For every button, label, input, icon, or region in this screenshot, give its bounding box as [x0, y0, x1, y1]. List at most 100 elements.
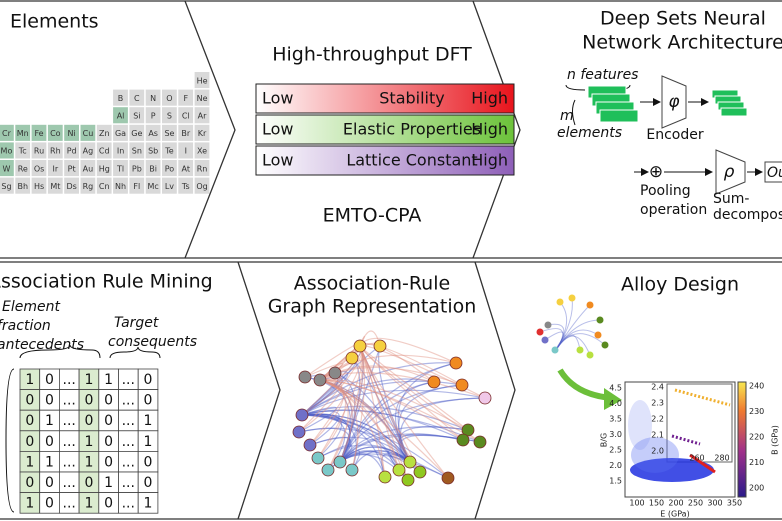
- edge: [317, 379, 346, 459]
- y-tick-label: 4.0: [609, 399, 622, 408]
- element-symbol: Bi: [149, 164, 157, 173]
- element-cell: [178, 107, 194, 124]
- edge: [301, 409, 481, 443]
- element-cell: [64, 124, 79, 141]
- edge: [319, 379, 353, 463]
- node: [586, 301, 594, 309]
- element-symbol: Cd: [99, 147, 110, 156]
- matrix-value: 0: [45, 496, 54, 512]
- edge: [339, 362, 457, 463]
- panel-title: High-throughput DFT: [272, 44, 472, 66]
- y-tick-label: 2.5: [609, 446, 622, 455]
- panel-title: Network Architecture: [582, 32, 782, 54]
- edge: [398, 433, 464, 463]
- element-symbol: O: [166, 94, 172, 103]
- element-symbol: Cn: [99, 182, 110, 191]
- node: [292, 425, 306, 439]
- matrix-value: 1: [25, 372, 34, 388]
- edge: [339, 426, 469, 463]
- element-cell: [194, 177, 210, 194]
- label: decompos: [713, 207, 782, 223]
- edge: [555, 301, 567, 351]
- matrix-value: ...: [122, 475, 135, 491]
- x-tick-label: 100: [629, 499, 644, 508]
- x-tick-label: 250: [688, 499, 703, 508]
- element-cell: [47, 177, 63, 194]
- element-symbol: Pb: [132, 164, 142, 173]
- node: [333, 455, 347, 469]
- node: [455, 378, 469, 392]
- edge: [339, 453, 386, 478]
- edge: [359, 345, 449, 479]
- element-cell: [15, 142, 31, 159]
- matrix-value: 0: [144, 475, 153, 491]
- edge: [301, 362, 457, 416]
- element-cell: [178, 124, 194, 141]
- high-label: High: [471, 89, 508, 108]
- edge: [339, 434, 481, 463]
- high-label: High: [471, 120, 508, 139]
- element-symbol: Cr: [2, 129, 12, 138]
- matrix-value: 0: [104, 496, 113, 512]
- edge: [339, 397, 486, 463]
- edge: [555, 304, 591, 351]
- element-symbol: Sg: [1, 182, 11, 191]
- element-cell: [80, 160, 96, 177]
- panel-title: Deep Sets Neural: [600, 8, 766, 30]
- x-tick-label: 300: [707, 499, 722, 508]
- node: [568, 294, 576, 302]
- element-cell: [31, 142, 47, 159]
- matrix-value: 0: [104, 393, 113, 409]
- edge: [301, 378, 435, 416]
- element-cell: [129, 89, 145, 106]
- element-symbol: Ag: [83, 147, 94, 156]
- element-cell: [31, 177, 47, 194]
- element-symbol: Al: [117, 112, 125, 121]
- colorbar-tick-label: 200: [749, 484, 764, 493]
- node: [295, 408, 309, 422]
- property-label: Lattice Constant: [346, 151, 477, 170]
- element-cell: [178, 89, 194, 106]
- element-symbol: Te: [164, 147, 174, 156]
- element-cell: [31, 160, 47, 177]
- edge: [359, 345, 386, 478]
- colorbar-label: B (GPa): [771, 425, 780, 455]
- element-symbol: He: [197, 76, 208, 85]
- x-tick-label: 200: [668, 499, 683, 508]
- edge: [539, 328, 564, 351]
- panel-title: Association Rule Mining: [0, 271, 213, 293]
- inset-tick-label: 260: [689, 454, 704, 463]
- edge: [378, 345, 411, 463]
- element-cell: [113, 160, 128, 177]
- edge: [339, 433, 464, 463]
- matrix-value: 1: [25, 496, 34, 512]
- element-cell: [145, 124, 161, 141]
- element-symbol: W: [2, 164, 10, 173]
- y-tick-label: 3.0: [609, 430, 622, 439]
- panel-title: Graph Representation: [268, 296, 477, 318]
- matrix-value: 0: [104, 413, 113, 429]
- matrix-value: 0: [84, 475, 93, 491]
- edge: [301, 409, 464, 441]
- element-symbol: Cl: [182, 112, 190, 121]
- matrix-value: 1: [84, 434, 93, 450]
- node: [427, 375, 441, 389]
- edge: [398, 384, 463, 463]
- element-symbol: Se: [164, 129, 174, 138]
- matrix-value: 1: [144, 496, 153, 512]
- element-cell: [145, 177, 161, 194]
- x-axis-label: E (GPa): [660, 510, 689, 519]
- element-symbol: Kr: [198, 129, 207, 138]
- edge: [301, 376, 343, 416]
- deep-sets-diagram: [565, 75, 782, 195]
- element-symbol: Ts: [181, 182, 190, 191]
- element-symbol: Ir: [53, 164, 59, 173]
- panel-title: Alloy Design: [621, 274, 739, 296]
- matrix-value: ...: [122, 454, 135, 470]
- element-symbol: C: [134, 94, 140, 103]
- element-symbol: Po: [165, 164, 175, 173]
- node: [473, 435, 487, 449]
- element-cell: [129, 124, 145, 141]
- element-cell: [194, 89, 210, 106]
